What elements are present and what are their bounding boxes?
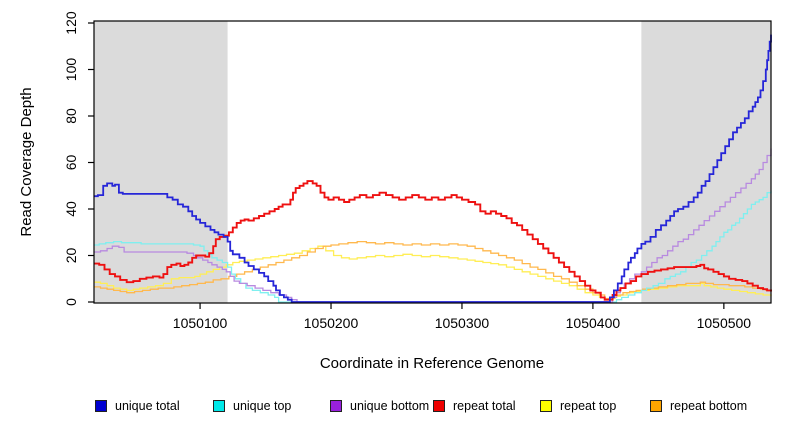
legend-label: repeat total <box>453 399 516 413</box>
legend-item-unique-total: unique total <box>95 397 180 415</box>
legend-label: unique total <box>115 399 180 413</box>
legend-swatch-unique-total <box>95 400 107 412</box>
legend-item-unique-bottom: unique bottom <box>330 397 429 415</box>
series-line-repeat-bottom <box>94 240 772 300</box>
x-tick-label: 1050400 <box>566 315 621 331</box>
shaded-regions-layer <box>94 21 771 303</box>
shaded-region <box>641 21 771 303</box>
x-axis-title: Coordinate in Reference Genome <box>320 355 544 372</box>
legend-label: repeat bottom <box>670 399 748 413</box>
series-line-repeat-total <box>94 180 772 301</box>
legend-item-repeat-total: repeat total <box>433 397 516 415</box>
legend: unique total unique top unique bottom repea… <box>0 397 792 419</box>
y-axis-title: Read Coverage Depth <box>18 87 35 236</box>
y-tick-label: 60 <box>63 155 79 171</box>
legend-swatch-repeat-total <box>433 400 445 412</box>
legend-item-repeat-bottom: repeat bottom <box>650 397 747 415</box>
legend-swatch-repeat-bottom <box>650 400 662 412</box>
series-line-unique-total <box>94 34 772 303</box>
y-tick-label: 40 <box>63 201 79 217</box>
legend-item-unique-top: unique top <box>213 397 291 415</box>
x-tick-label: 1050200 <box>304 315 359 331</box>
legend-label: unique top <box>233 399 292 413</box>
legend-item-repeat-top: repeat top <box>540 397 616 415</box>
y-tick-label: 100 <box>63 58 79 82</box>
legend-swatch-repeat-top <box>540 400 552 412</box>
x-tick-label: 1050300 <box>435 315 490 331</box>
axes-layer: 1050100 1050200 1050300 1050400 1050500 0 20 40… <box>63 11 751 331</box>
y-tick-label: 80 <box>63 108 79 124</box>
legend-swatch-unique-bottom <box>330 400 342 412</box>
y-tick-label: 20 <box>63 248 79 264</box>
x-tick-label: 1050500 <box>697 315 752 331</box>
legend-swatch-unique-top <box>213 400 225 412</box>
x-tick-label: 1050100 <box>173 315 228 331</box>
legend-label: unique bottom <box>350 399 430 413</box>
y-tick-label: 0 <box>63 298 79 306</box>
y-tick-label: 120 <box>63 11 79 35</box>
legend-label: repeat top <box>560 399 617 413</box>
series-line-repeat-top <box>94 245 772 301</box>
series-line-unique-top <box>94 190 772 303</box>
series-lines-layer <box>94 34 772 303</box>
coverage-plot: 1050100 1050200 1050300 1050400 1050500 0 20 40… <box>18 11 772 372</box>
